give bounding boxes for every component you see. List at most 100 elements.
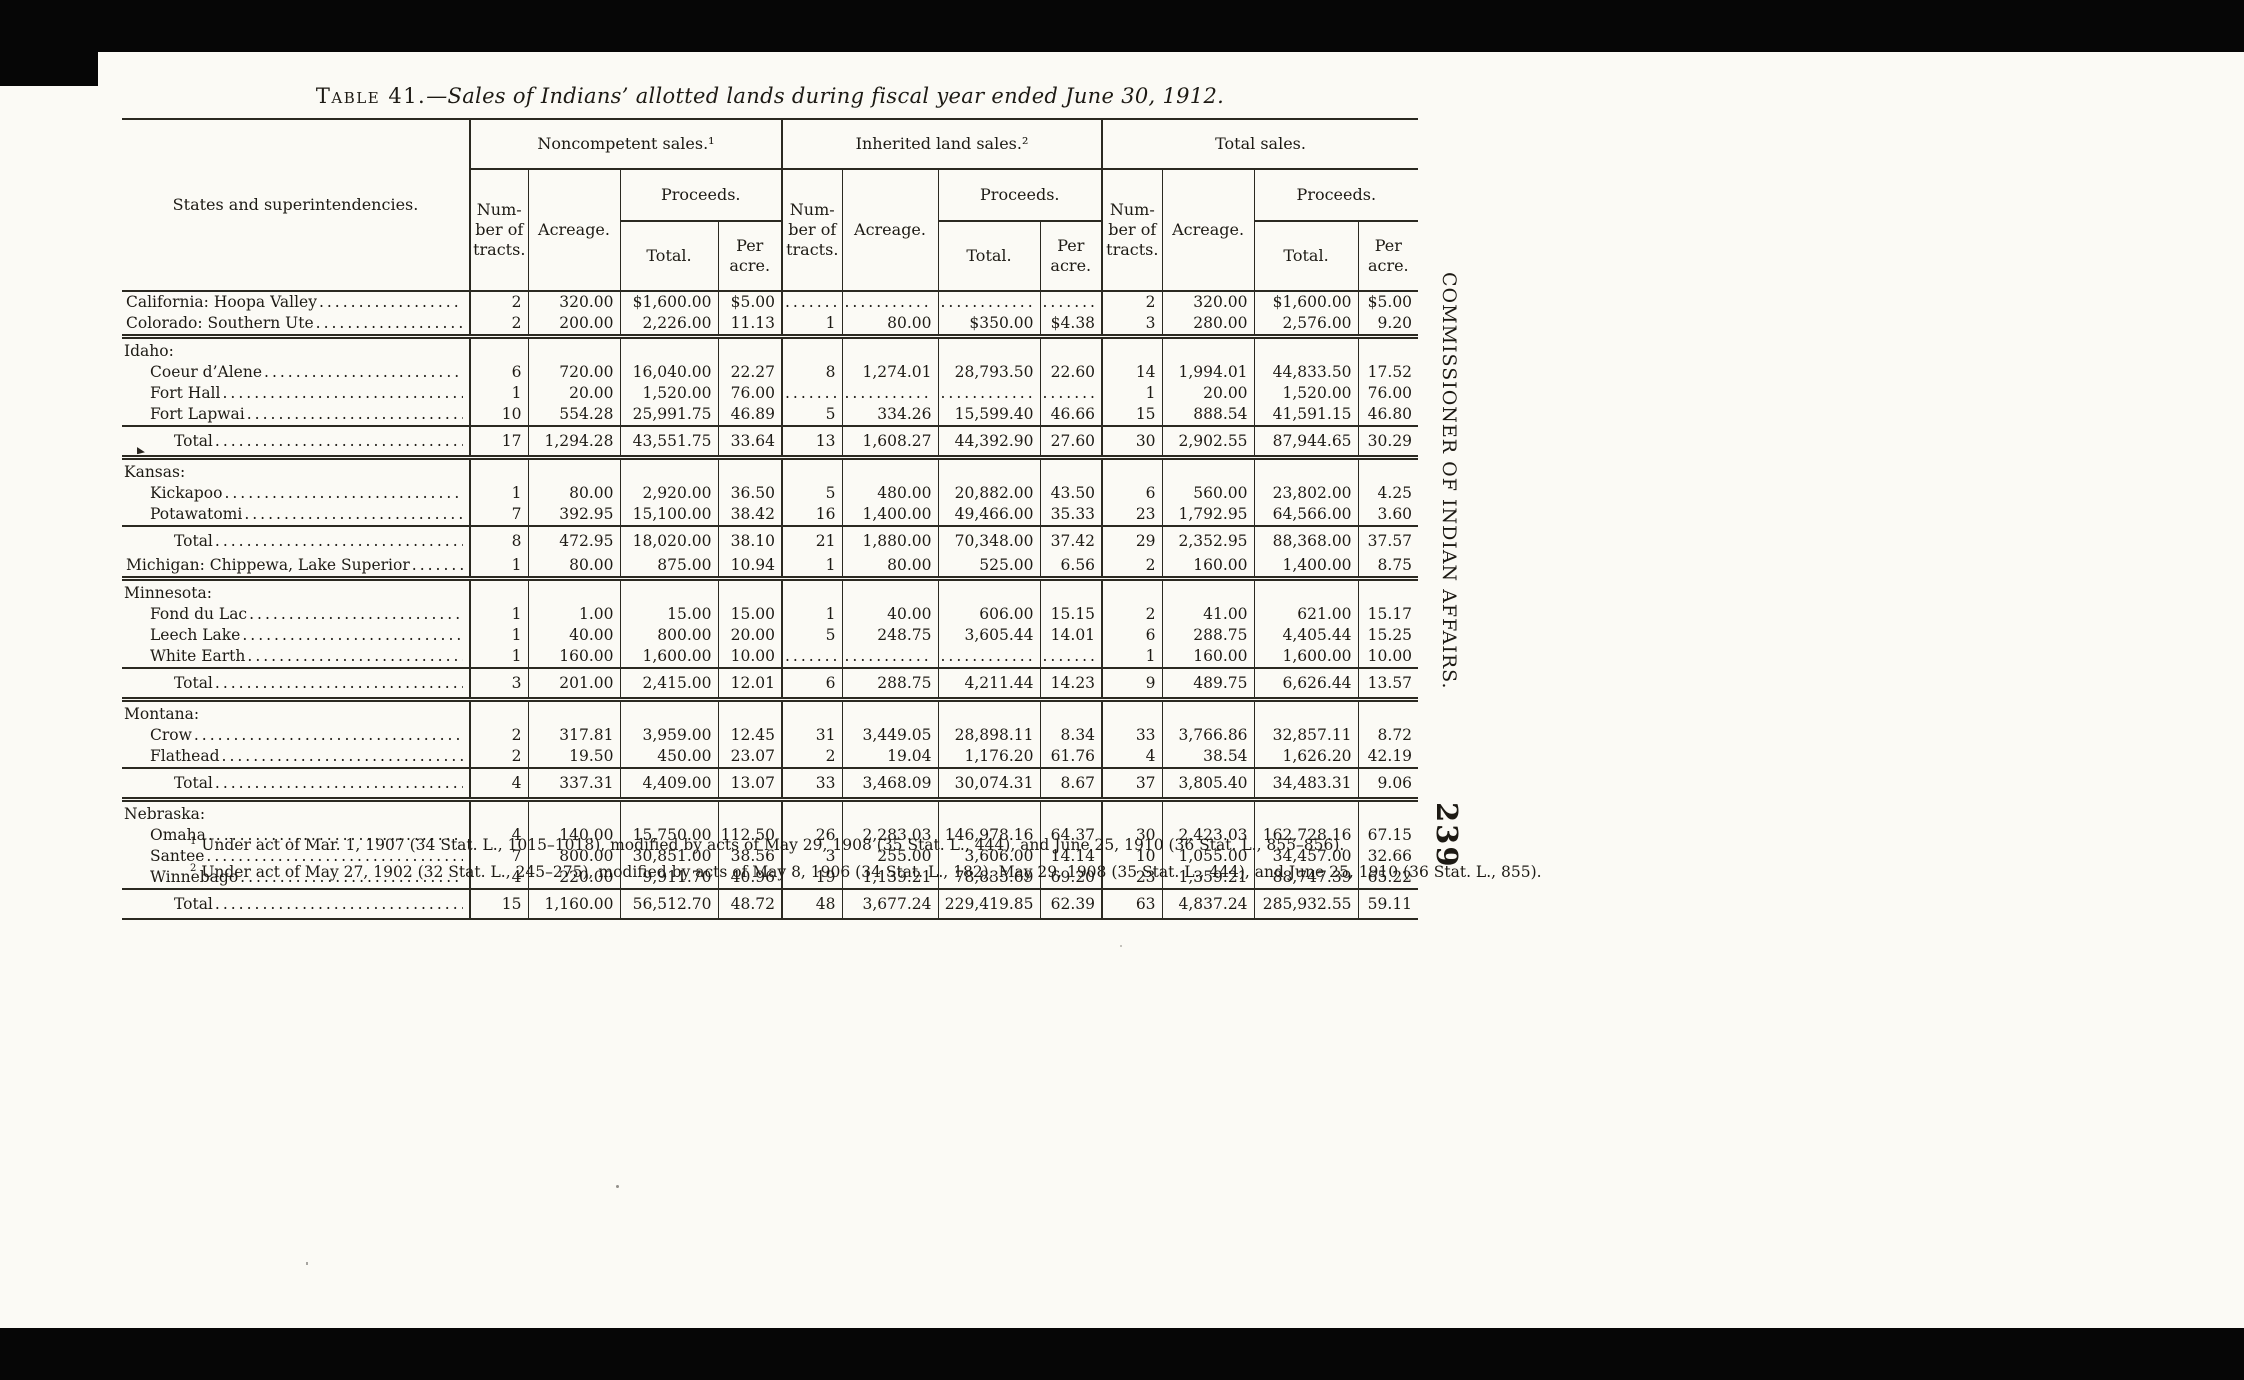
empty-dots: [785, 647, 836, 666]
data-cell: 23,802.00: [1253, 483, 1359, 504]
data-cell: 64.37: [1039, 825, 1103, 846]
data-cell: 800.00: [527, 846, 620, 867]
row-label-cell: Leech Lake: [122, 625, 470, 646]
data-cell: 78,835.69: [937, 867, 1040, 889]
data-cell: [619, 334, 718, 362]
data-cell: 38.10: [717, 525, 782, 555]
data-cell: 1,294.28: [527, 425, 620, 458]
data-cell: 27.60: [1039, 425, 1103, 458]
data-cell: 88,368.00: [1253, 525, 1359, 555]
data-cell: 1,359.21: [1161, 867, 1255, 889]
data-cell: 5: [781, 404, 842, 426]
data-cell: 229,419.85: [937, 888, 1040, 919]
page-number: 239: [1430, 802, 1464, 869]
data-cell: 160.00: [527, 646, 620, 668]
data-cell: 6: [1101, 625, 1163, 646]
data-cell: [1039, 383, 1103, 404]
data-cell: 720.00: [527, 362, 620, 383]
data-cell: [841, 646, 938, 668]
data-cell: 800.00: [619, 625, 718, 646]
data-cell: 248.75: [841, 625, 938, 646]
data-cell: 1,176.20: [937, 746, 1040, 768]
data-cell: [1253, 455, 1359, 483]
row-label-cell: Total: [122, 525, 470, 555]
data-cell: 10: [1101, 846, 1163, 867]
data-cell: 32,857.11: [1253, 725, 1359, 746]
data-cell: 621.00: [1253, 604, 1359, 625]
data-cell: 22.60: [1039, 362, 1103, 383]
data-cell: 8.34: [1039, 725, 1103, 746]
footnote-1: 1 Under act of Mar. 1, 1907 (34 Stat. L.…: [190, 832, 1750, 859]
row-label: Nebraska:: [124, 805, 206, 824]
empty-dots: [785, 293, 836, 312]
row-label: California: Hoopa Valley: [126, 293, 317, 312]
data-cell: 201.00: [527, 667, 620, 700]
row-label: Idaho:: [124, 342, 174, 361]
data-cell: 67.15: [1357, 825, 1419, 846]
row-label: Total: [174, 895, 213, 914]
data-cell: 48: [781, 888, 842, 919]
data-cell: 23: [1101, 504, 1163, 526]
data-cell: 49,466.00: [937, 504, 1040, 526]
empty-dots: [845, 293, 932, 312]
data-cell: 16: [781, 504, 842, 526]
data-cell: 1: [1101, 383, 1163, 404]
data-cell: 288.75: [841, 667, 938, 700]
data-cell: 12.45: [717, 725, 782, 746]
data-cell: 6: [469, 362, 528, 383]
data-cell: [841, 797, 938, 825]
row-label: Fond du Lac: [150, 605, 248, 624]
data-cell: 112.50: [717, 825, 782, 846]
table-row: Michigan: Chippewa, Lake Superior180.008…: [122, 555, 1419, 579]
data-cell: 64,566.00: [1253, 504, 1359, 526]
data-cell: 16,040.00: [619, 362, 718, 383]
data-cell: [937, 455, 1040, 483]
table-row: Omaha 4140.0015,750.00112.50262,283.03146…: [122, 825, 1419, 846]
data-cell: 1,274.01: [841, 362, 938, 383]
data-cell: 23.07: [717, 746, 782, 768]
data-cell: 63: [1101, 888, 1163, 919]
data-cell: 2,415.00: [619, 667, 718, 700]
data-cell: 19.04: [841, 746, 938, 768]
table-row: Colorado: Southern Ute 2200.002,226.0011.…: [122, 313, 1419, 337]
data-cell: 3,766.86: [1161, 725, 1255, 746]
data-cell: [469, 797, 528, 825]
data-cell: 1,600.00: [1253, 646, 1359, 668]
row-label-wrap: Kickapoo: [124, 484, 463, 503]
data-cell: [781, 455, 842, 483]
table-number: Table 41.: [315, 84, 427, 108]
data-cell: 34,483.31: [1253, 767, 1359, 800]
column-header-per-acre: Per acre.: [1039, 221, 1103, 291]
row-label: Total: [174, 432, 213, 451]
table-row: Leech Lake 140.00800.0020.005248.753,605.…: [122, 625, 1419, 646]
data-cell: 14: [1101, 362, 1163, 383]
data-cell: [717, 797, 782, 825]
data-cell: 888.54: [1161, 404, 1255, 426]
row-label-cell: Winnebago: [122, 867, 470, 889]
data-cell: 15,599.40: [937, 404, 1040, 426]
data-cell: 37: [1101, 767, 1163, 800]
row-label-cell: Montana:: [122, 697, 470, 725]
row-label: Coeur d’Alene: [150, 363, 263, 382]
data-cell: 2,226.00: [619, 313, 718, 337]
row-label-wrap: Omaha: [124, 826, 463, 845]
data-cell: 17.52: [1357, 362, 1419, 383]
data-cell: 40.00: [527, 625, 620, 646]
row-label-wrap: California: Hoopa Valley: [124, 293, 463, 312]
data-cell: 15.15: [1039, 604, 1103, 625]
data-cell: 220.00: [527, 867, 620, 889]
data-cell: 2,920.00: [619, 483, 718, 504]
data-cell: 1: [781, 555, 842, 579]
data-cell: $5.00: [717, 290, 782, 313]
data-cell: 8: [781, 362, 842, 383]
row-label-cell: Nebraska:: [122, 797, 470, 825]
dot-leader: [222, 484, 463, 503]
data-cell: 489.75: [1161, 667, 1255, 700]
row-label-cell: Crow: [122, 725, 470, 746]
data-cell: $1,600.00: [1253, 290, 1359, 313]
row-label: Montana:: [124, 705, 200, 724]
data-cell: 15.25: [1357, 625, 1419, 646]
row-label-cell: Omaha: [122, 825, 470, 846]
dot-leader: [213, 432, 463, 451]
data-cell: 31: [781, 725, 842, 746]
